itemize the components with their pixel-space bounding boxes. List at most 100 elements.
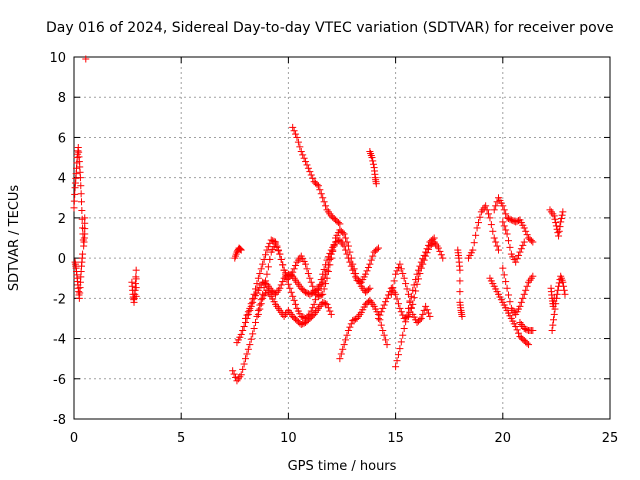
data-point	[276, 250, 284, 258]
data-point	[470, 239, 478, 247]
data-point	[262, 251, 270, 259]
data-point	[237, 246, 245, 254]
data-point	[334, 219, 342, 227]
data-point	[414, 275, 422, 283]
data-point	[350, 316, 358, 324]
data-point	[506, 215, 514, 223]
data-point	[377, 308, 385, 316]
data-point	[297, 148, 305, 156]
data-point	[292, 261, 300, 269]
data-point	[520, 224, 528, 232]
x-tick-label: 10	[280, 431, 297, 446]
data-point	[303, 265, 311, 273]
data-point	[257, 265, 265, 273]
data-point	[482, 202, 490, 210]
data-point	[132, 292, 140, 300]
data-point	[493, 198, 501, 206]
data-point	[70, 204, 78, 212]
data-point	[247, 335, 255, 343]
data-point	[336, 355, 344, 363]
data-point	[78, 198, 86, 206]
data-point	[559, 278, 567, 286]
data-point	[397, 338, 405, 346]
data-point	[419, 255, 427, 263]
data-point	[412, 287, 420, 295]
data-point	[78, 207, 86, 215]
data-point	[353, 276, 361, 284]
data-point	[520, 290, 528, 298]
data-point	[377, 321, 385, 329]
data-point	[312, 296, 320, 304]
data-point	[515, 251, 523, 259]
data-point	[326, 307, 334, 315]
data-point	[246, 304, 254, 312]
data-point	[372, 180, 380, 188]
x-tick-label: 15	[387, 431, 404, 446]
data-point	[373, 245, 381, 253]
data-point	[333, 237, 341, 245]
data-point	[320, 198, 328, 206]
y-tick-label: 8	[58, 91, 66, 106]
data-point	[284, 280, 292, 288]
data-point	[240, 322, 248, 330]
x-tick-label: 5	[177, 431, 185, 446]
data-point	[424, 309, 432, 317]
data-point	[436, 247, 444, 255]
data-point	[319, 194, 327, 202]
data-point	[400, 314, 408, 322]
data-point	[399, 270, 407, 278]
data-point	[512, 322, 520, 330]
data-point	[303, 161, 311, 169]
data-point	[250, 325, 258, 332]
data-point	[289, 123, 297, 131]
data-point	[273, 242, 281, 250]
data-point	[239, 327, 247, 335]
data-point	[389, 284, 397, 292]
data-point	[347, 262, 355, 270]
data-point	[489, 227, 497, 235]
data-point	[490, 206, 498, 214]
data-point	[550, 212, 558, 220]
data-point	[379, 304, 387, 312]
data-point	[551, 215, 559, 223]
data-point	[339, 345, 347, 353]
data-point	[434, 244, 442, 252]
data-point	[495, 246, 503, 254]
data-point	[469, 246, 477, 254]
data-point	[324, 253, 332, 261]
data-point	[519, 294, 527, 302]
data-point	[292, 130, 300, 138]
data-point	[323, 266, 331, 274]
data-point	[320, 299, 328, 307]
data-point	[76, 174, 84, 182]
data-point	[380, 301, 388, 309]
data-point	[284, 270, 292, 278]
data-point	[283, 276, 291, 284]
data-point	[256, 270, 264, 278]
data-point	[505, 237, 513, 245]
data-point	[387, 290, 395, 298]
data-point	[522, 227, 530, 235]
data-point	[343, 331, 351, 339]
data-point	[317, 190, 325, 198]
data-point	[316, 281, 324, 289]
x-tick-label: 20	[495, 431, 512, 446]
data-point	[420, 251, 428, 259]
data-point	[304, 270, 312, 278]
data-point	[382, 298, 390, 306]
data-point	[560, 282, 568, 290]
data-point	[473, 224, 481, 232]
data-point	[512, 218, 520, 226]
data-point	[292, 300, 300, 308]
data-point	[346, 258, 354, 266]
data-point	[503, 284, 511, 292]
data-point	[236, 245, 244, 253]
data-point	[500, 271, 508, 279]
data-point	[374, 314, 382, 322]
y-tick-label: -8	[53, 413, 66, 428]
data-point	[320, 266, 328, 274]
data-point	[309, 282, 317, 290]
data-point	[423, 306, 431, 314]
data-point	[243, 350, 251, 358]
data-point	[309, 304, 317, 312]
